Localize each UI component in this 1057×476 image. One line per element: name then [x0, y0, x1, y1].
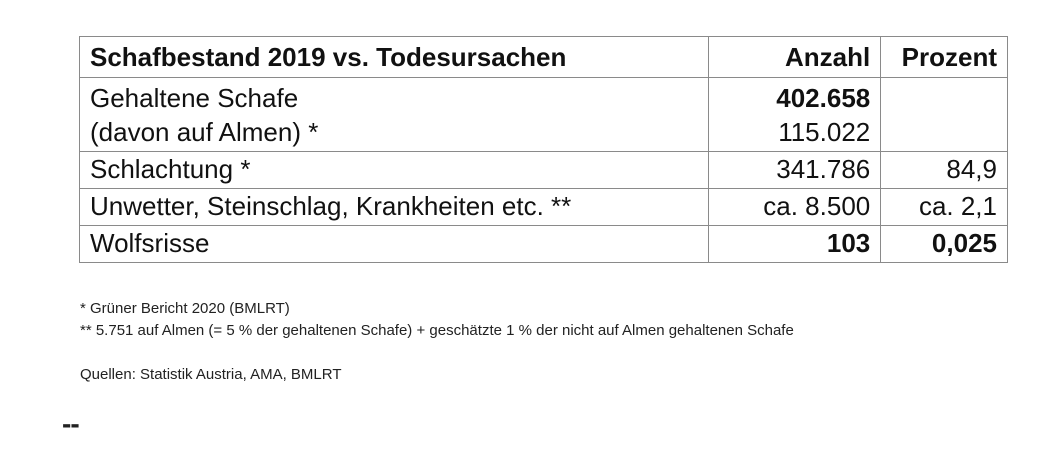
row-label: Gehaltene Schafe	[90, 83, 299, 113]
row-anzahl-cell: 402.658 115.022	[708, 77, 882, 152]
row-label: Unwetter, Steinschlag, Krankheiten etc. …	[78, 188, 710, 226]
table-row: Wolfsrisse 103 0,025	[78, 225, 1008, 263]
header-anzahl: Anzahl	[708, 36, 882, 78]
row-prozent	[880, 77, 1008, 152]
footnote-1: * Grüner Bericht 2020 (BMLRT)	[80, 300, 290, 317]
table-row: Schlachtung * 341.786 84,9	[78, 151, 1008, 189]
row-prozent: 84,9	[880, 151, 1008, 189]
header-prozent: Prozent	[880, 36, 1008, 78]
row-prozent: 0,025	[880, 225, 1008, 263]
footnotes: * Grüner Bericht 2020 (BMLRT) ** 5.751 a…	[80, 298, 794, 386]
row-prozent: ca. 2,1	[880, 188, 1008, 226]
header-title: Schafbestand 2019 vs. Todesursachen	[78, 36, 710, 78]
sources-note: Quellen: Statistik Austria, AMA, BMLRT	[80, 366, 342, 383]
sheep-statistics-table: Schafbestand 2019 vs. Todesursachen Anza…	[78, 36, 1008, 263]
row-anzahl-sub: 115.022	[778, 117, 871, 147]
row-anzahl: 341.786	[708, 151, 882, 189]
table-row: Unwetter, Steinschlag, Krankheiten etc. …	[78, 188, 1008, 226]
row-label: Wolfsrisse	[78, 225, 710, 263]
row-sublabel: (davon auf Almen) *	[90, 117, 319, 147]
separator-dashes: --	[62, 408, 80, 439]
row-label: Schlachtung *	[78, 151, 710, 189]
row-label-cell: Gehaltene Schafe (davon auf Almen) *	[78, 77, 710, 152]
footnote-2: ** 5.751 auf Almen (= 5 % der gehaltenen…	[80, 322, 794, 339]
table-header-row: Schafbestand 2019 vs. Todesursachen Anza…	[78, 36, 1008, 78]
row-anzahl: 402.658	[776, 83, 871, 113]
table-row: Gehaltene Schafe (davon auf Almen) * 402…	[78, 77, 1008, 152]
row-anzahl: 103	[708, 225, 882, 263]
row-anzahl: ca. 8.500	[708, 188, 882, 226]
